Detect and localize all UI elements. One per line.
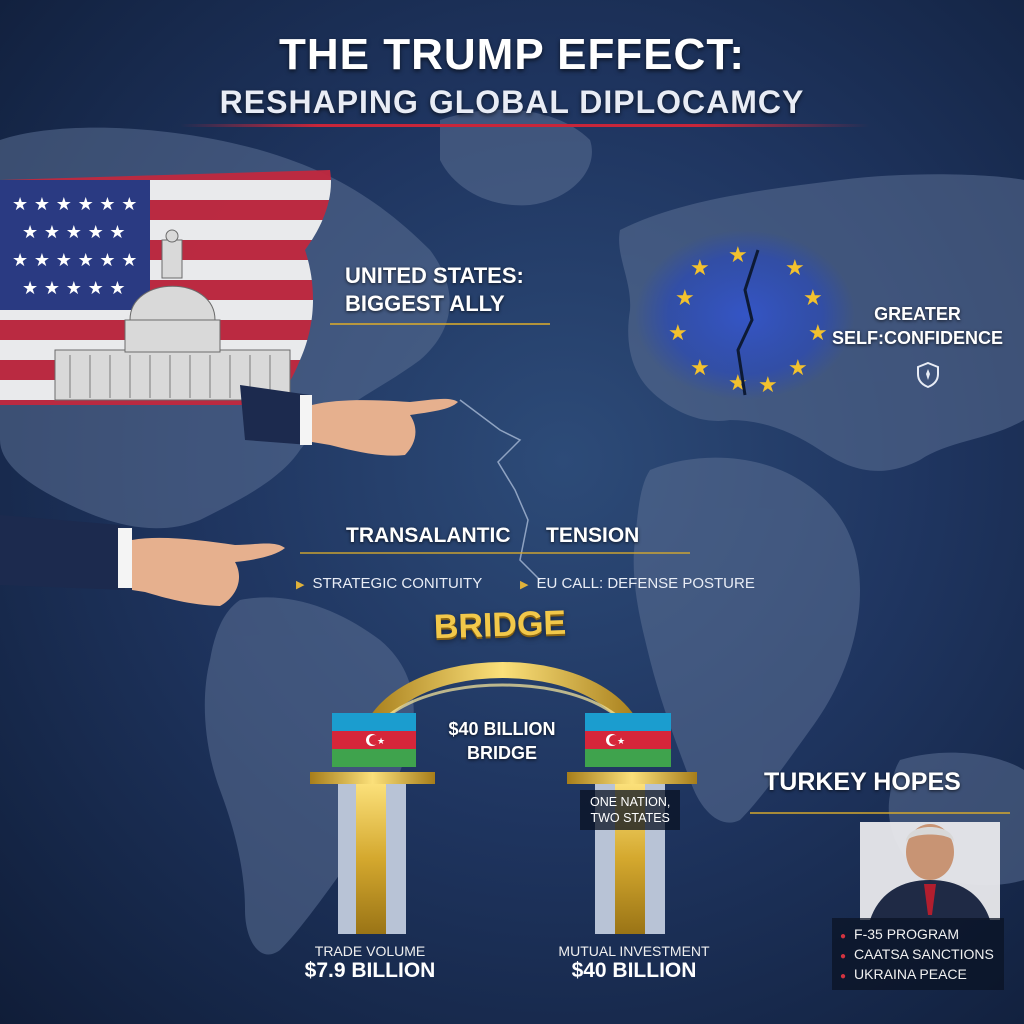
tension-bullet-2: ▶ EU CALL: DEFENSE POSTURE [520,575,755,592]
bridge-caption-line2: TWO STATES [590,811,670,825]
svg-text:★: ★ [377,737,385,747]
svg-text:★: ★ [808,321,828,346]
svg-text:★: ★ [617,737,625,747]
list-item-text: UKRAINA PEACE [854,966,967,982]
eu-label-line1: GREATER [874,304,961,324]
title-divider [180,124,870,127]
us-label-line1: UNITED STATES: [345,263,524,288]
bullet-dot-icon: ● [840,951,847,962]
bullet-dot-icon: ● [840,971,847,982]
bridge-caption: ONE NATION, TWO STATES [580,790,681,830]
us-label: UNITED STATES: BIGGEST ALLY [345,262,524,318]
svg-text:★: ★ [675,286,695,311]
svg-text:★: ★ [785,256,805,281]
tension-right-word: TENSION [546,524,640,547]
svg-text:★: ★ [758,373,778,398]
svg-text:★ ★ ★ ★ ★ ★: ★ ★ ★ ★ ★ ★ [12,250,137,271]
bridge-arch-label: BRIDGE [433,603,567,647]
us-flag-silhouette: ★ ★ ★ ★ ★ ★ ★ ★ ★ ★ ★ ★ ★ ★ ★ ★ ★ ★ ★ ★ … [0,170,331,405]
svg-text:★ ★ ★ ★ ★ ★: ★ ★ ★ ★ ★ ★ [12,194,137,215]
mutual-investment-value: $40 BILLION [571,959,697,982]
turkey-heading: TURKEY HOPES [764,768,961,796]
page-title: THE TRUMP EFFECT: [279,30,745,79]
tension-bullet-1-text: STRATEGIC CONITUITY [312,575,483,592]
mutual-investment-label: MUTUAL INVESTMENT [558,943,710,959]
azerbaijan-flag-left: ★ [332,713,416,767]
triangle-bullet-icon: ▶ [296,579,305,591]
us-label-line2: BIGGEST ALLY [345,291,505,316]
trade-volume-value: $7.9 BILLION [304,959,436,982]
azerbaijan-flag-right: ★ [585,713,671,767]
svg-text:★: ★ [690,356,710,381]
bridge-center-line1: $40 BILLION [448,719,556,739]
list-item: ● F-35 PROGRAM [840,926,994,942]
list-item: ● CAATSA SANCTIONS [840,946,994,962]
bullet-dot-icon: ● [840,931,847,942]
bridge-caption-line1: ONE NATION, [590,795,671,809]
turkey-hopes-list: ● F-35 PROGRAM ● CAATSA SANCTIONS ● UKRAINA… [832,918,1004,990]
svg-text:★: ★ [803,286,823,311]
list-item: ● UKRAINA PEACE [840,966,994,982]
list-item-text: CAATSA SANCTIONS [854,946,994,962]
bridge-center-line2: BRIDGE [466,743,537,763]
tension-bullet-2-text: EU CALL: DEFENSE POSTURE [536,575,755,592]
shield-icon [916,361,940,389]
tension-left-word: TRANSALANTIC [346,524,511,547]
trade-volume-label: TRADE VOLUME [314,943,426,959]
svg-text:★: ★ [668,321,688,346]
pointing-hands [0,385,458,606]
svg-text:★ ★ ★ ★ ★: ★ ★ ★ ★ ★ [22,222,126,243]
capitol-building [54,229,291,401]
mutual-investment-stat: MUTUAL INVESTMENT $40 BILLION [534,943,734,983]
eu-label: GREATER SELF:CONFIDENCE [832,302,1003,350]
trade-volume-stat: TRADE VOLUME $7.9 BILLION [270,943,470,983]
svg-text:★: ★ [788,356,808,381]
official-portrait [860,822,1000,920]
eu-flag-region: ★★★ ★ ★ ★ ★ ★ ★ ★ ★ [635,230,855,400]
bridge-center-label: $40 BILLION BRIDGE [432,717,572,765]
svg-text:★ ★ ★ ★ ★: ★ ★ ★ ★ ★ [22,278,126,299]
tension-bullet-1: ▶ STRATEGIC CONITUITY [296,575,482,592]
list-item-text: F-35 PROGRAM [854,926,960,942]
page-subtitle: RESHAPING GLOBAL DIPLOCAMCY [219,84,805,120]
triangle-bullet-icon: ▶ [520,579,529,591]
svg-text:★: ★ [728,243,748,268]
svg-text:★: ★ [690,256,710,281]
eu-label-line2: SELF:CONFIDENCE [832,328,1003,348]
